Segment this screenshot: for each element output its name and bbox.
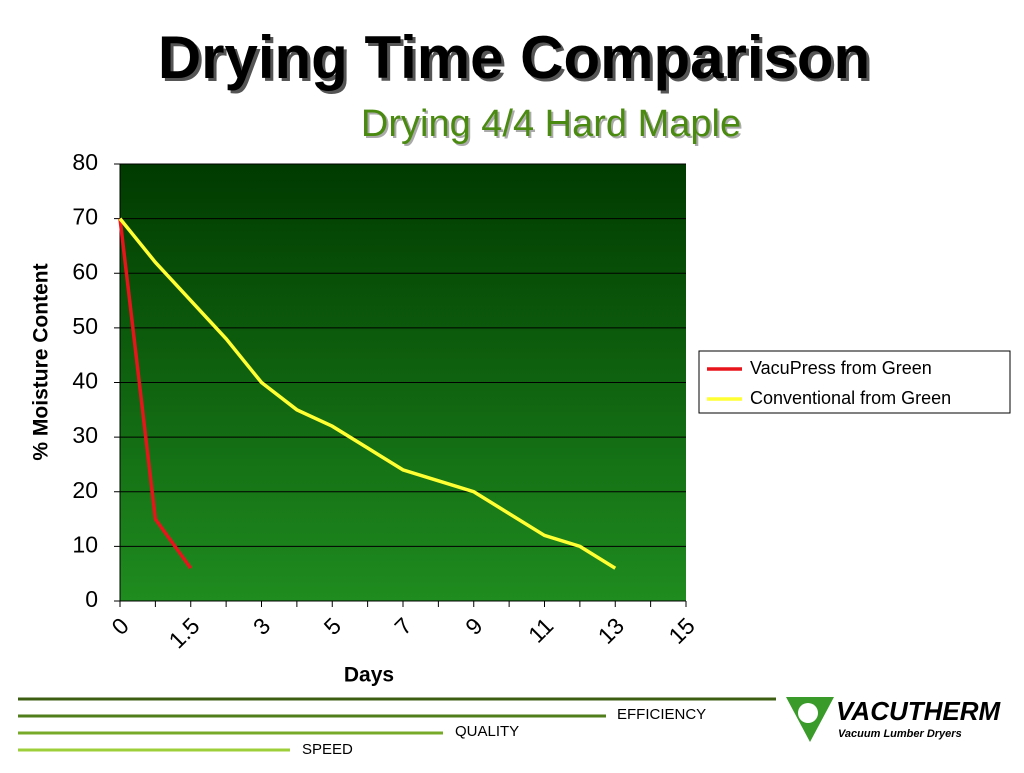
series-line xyxy=(118,218,193,570)
x-axis-label: Days xyxy=(344,664,394,687)
x-tick-label: 3 xyxy=(248,612,275,639)
y-tick-label: 20 xyxy=(72,477,98,503)
x-tick-label: 15 xyxy=(663,612,699,648)
subtitle-shadow: Drying 4/4 Hard Maple xyxy=(363,105,743,147)
y-axis-label: % Moisture Content xyxy=(30,263,53,460)
legend-label: VacuPress from Green xyxy=(750,358,932,378)
y-tick-label: 10 xyxy=(72,531,98,557)
footer: EFFICIENCY QUALITY SPEED VACUTHERM Vacuu… xyxy=(18,696,1002,758)
y-tick-label: 70 xyxy=(72,204,98,230)
x-tick-label: 7 xyxy=(389,612,416,639)
y-tick-label: 50 xyxy=(72,313,98,339)
x-tick-label: 1.5 xyxy=(164,612,205,653)
x-tick-label: 11 xyxy=(523,612,558,647)
title-shadow: Drying Time Comparison xyxy=(161,27,873,94)
legend-label: Conventional from Green xyxy=(750,388,951,408)
footer-label: EFFICIENCY xyxy=(617,706,706,723)
y-tick-label: 60 xyxy=(72,258,98,284)
x-tick-label: 13 xyxy=(593,612,629,648)
logo-text: VACUTHERM xyxy=(836,696,1002,726)
x-tick-label: 9 xyxy=(460,612,487,639)
y-tick-label: 40 xyxy=(72,368,98,394)
legend xyxy=(698,350,1011,414)
footer-label: SPEED xyxy=(302,741,353,758)
y-tick-label: 30 xyxy=(72,422,98,448)
series-line xyxy=(118,217,617,570)
logo-tagline: Vacuum Lumber Dryers xyxy=(838,728,962,740)
x-tick-label: 5 xyxy=(319,612,346,639)
x-tick-label: 0 xyxy=(106,612,133,639)
logo-dot xyxy=(798,703,818,723)
y-tick-label: 80 xyxy=(72,149,98,175)
chart-subtitle: Drying 4/4 Hard Maple xyxy=(361,103,741,145)
y-tick-label: 0 xyxy=(85,586,98,612)
footer-label: QUALITY xyxy=(455,723,519,740)
chart-title: Drying Time Comparison xyxy=(158,24,870,91)
